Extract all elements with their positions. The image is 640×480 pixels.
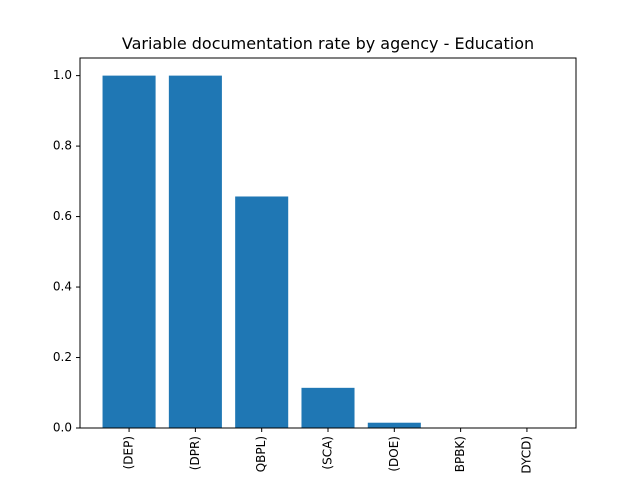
x-tick-label: (DEP): [122, 436, 136, 469]
x-tick-label: (SCA): [321, 436, 335, 470]
x-tick-label: BPBK): [453, 436, 467, 472]
y-tick-label: 0.4: [53, 280, 72, 294]
bar: [168, 75, 222, 428]
bars-group: [102, 75, 421, 428]
y-axis: 0.0 0.2 0.4 0.6 0.8 1.0: [53, 68, 80, 435]
x-axis: (DEP) (DPR) QBPL) (SCA) (DOE) BPBK) DYCD): [122, 428, 533, 474]
y-tick-label: 0.8: [53, 139, 72, 153]
bar: [235, 196, 289, 428]
x-tick-label: DYCD): [519, 436, 533, 474]
y-tick-label: 0.0: [53, 421, 72, 435]
bar: [367, 422, 421, 428]
plot-frame: [79, 57, 577, 429]
bar: [301, 387, 355, 428]
bar: [102, 75, 156, 428]
x-tick-label: (DOE): [387, 436, 401, 472]
x-tick-label: (DPR): [188, 436, 202, 470]
chart-title: Variable documentation rate by agency - …: [122, 34, 534, 53]
y-tick-label: 1.0: [53, 68, 72, 82]
y-tick-label: 0.2: [53, 350, 72, 364]
x-tick-label: QBPL): [254, 436, 268, 472]
y-tick-label: 0.6: [53, 209, 72, 223]
